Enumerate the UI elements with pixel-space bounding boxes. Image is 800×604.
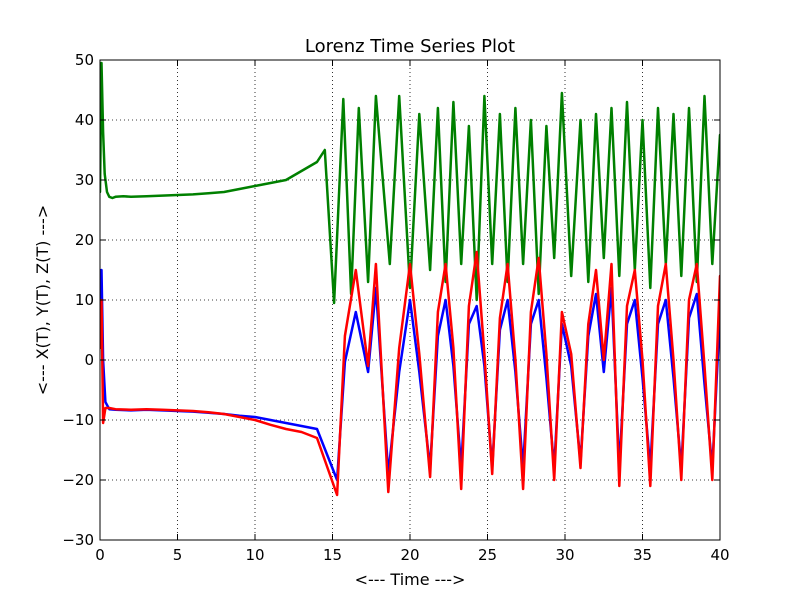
y-tick-label: 0 [84, 351, 94, 369]
x-tick-label: 10 [245, 546, 264, 564]
y-tick-label: 50 [75, 51, 94, 69]
x-axis-label: <--- Time ---> [355, 570, 466, 589]
x-tick-label: 40 [710, 546, 729, 564]
x-tick-label: 20 [400, 546, 419, 564]
y-tick-label: −10 [62, 411, 94, 429]
y-tick-label: 10 [75, 291, 94, 309]
x-tick-label: 5 [173, 546, 183, 564]
y-axis-label: <--- X(T), Y(T), Z(T) ---> [33, 205, 52, 395]
x-tick-label: 30 [555, 546, 574, 564]
x-tick-label: 35 [633, 546, 652, 564]
series-line-x [100, 250, 720, 497]
series-group [100, 61, 720, 497]
axis-ticks: 0 5 10 15 20 25 30 35 40 −30 −20 −10 0 10 20 30 40 50 [62, 51, 729, 564]
x-tick-label: 25 [478, 546, 497, 564]
y-tick-label: 40 [75, 111, 94, 129]
y-tick-label: −20 [62, 471, 94, 489]
x-tick-label: 15 [323, 546, 342, 564]
chart-title: Lorenz Time Series Plot [305, 36, 515, 57]
y-tick-label: 20 [75, 231, 94, 249]
x-tick-label: 0 [95, 546, 105, 564]
y-tick-label: 30 [75, 171, 94, 189]
y-tick-label: −30 [62, 531, 94, 549]
series-line-z [100, 61, 720, 305]
